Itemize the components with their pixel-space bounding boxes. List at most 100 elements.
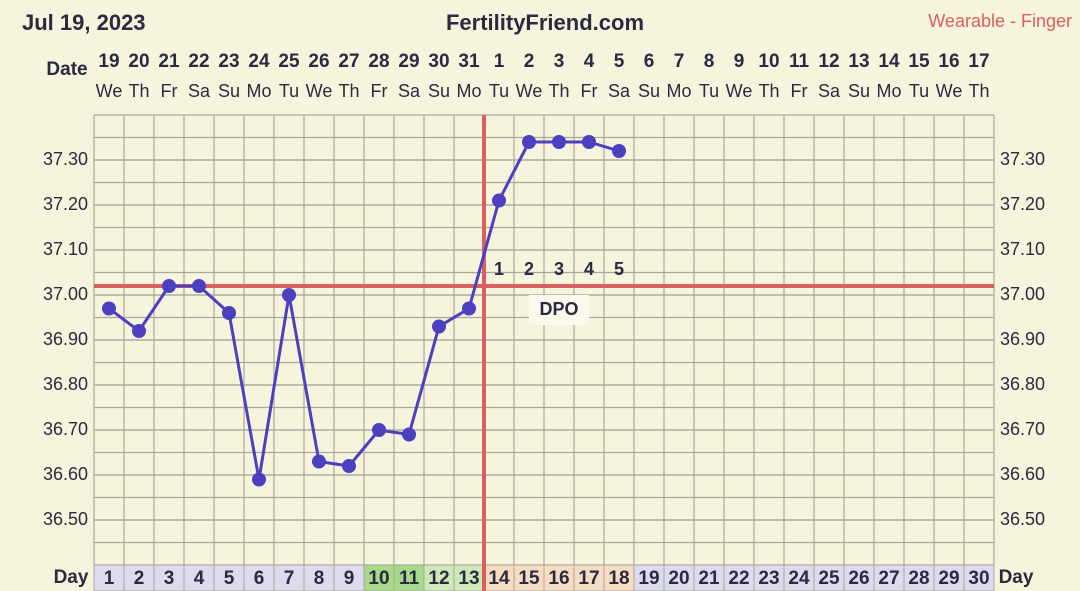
site-title: FertilityFriend.com: [446, 10, 644, 35]
weekday-label: Th: [548, 81, 569, 101]
day-cell: [933, 564, 965, 591]
dpo-number: 1: [494, 259, 504, 279]
dpo-label: DPO: [539, 299, 578, 319]
y2-tick-label: 37.00: [1000, 284, 1045, 304]
y-tick-label: 36.50: [43, 509, 88, 529]
weekday-label: We: [936, 81, 963, 101]
date-label: 10: [758, 51, 779, 72]
x-tick-label: 8: [314, 568, 325, 589]
date-label: 28: [368, 51, 389, 72]
day-cell: [693, 564, 725, 591]
date-label: 20: [128, 51, 149, 72]
day-cell: [333, 564, 365, 591]
x-tick-label: 5: [224, 568, 235, 589]
weekday-label: We: [516, 81, 543, 101]
day-row-label: Day: [999, 567, 1034, 588]
y2-tick-label: 36.90: [1000, 329, 1045, 349]
day-cell: [633, 564, 665, 591]
x-tick-label: 27: [878, 568, 899, 589]
x-tick-label: 11: [399, 568, 420, 589]
temperature-point: [312, 454, 326, 469]
x-tick-label: 23: [758, 568, 779, 589]
date-label: 27: [338, 51, 359, 72]
weekday-label: Su: [638, 81, 660, 101]
weekday-label: We: [306, 81, 333, 101]
weekday-label: Th: [968, 81, 989, 101]
y-tick-label: 36.60: [43, 464, 88, 484]
date-label: 23: [218, 51, 239, 72]
y-tick-label: 37.20: [43, 194, 88, 214]
temperature-point: [612, 144, 626, 158]
day-cell: [843, 564, 875, 591]
weekday-label: Fr: [371, 81, 388, 101]
weekday-label: Tu: [699, 81, 719, 101]
date-label: 15: [908, 51, 930, 72]
y2-tick-label: 36.70: [1000, 419, 1045, 439]
day-cell: [753, 564, 785, 591]
x-tick-label: 1: [104, 568, 115, 589]
x-tick-label: 15: [518, 568, 540, 589]
day-cell: [183, 564, 215, 591]
x-tick-label: 2: [134, 568, 145, 589]
temperature-point: [342, 459, 356, 473]
temperature-point: [552, 135, 566, 149]
date-label: 31: [458, 51, 480, 72]
weekday-label: Fr: [791, 81, 808, 101]
date-label: 17: [968, 51, 989, 72]
weekday-label: Mo: [876, 81, 901, 101]
temperature-point: [192, 279, 206, 293]
date-label: 25: [278, 51, 300, 72]
temperature-point: [462, 301, 476, 316]
weekday-label: Sa: [398, 81, 421, 101]
date-row-label: Date: [46, 59, 87, 80]
weekday-label: We: [726, 81, 753, 101]
y2-tick-label: 36.50: [1000, 509, 1045, 529]
date-label: 13: [848, 51, 869, 72]
day-cell: [813, 564, 845, 591]
day-cell: [963, 564, 995, 591]
y-tick-label: 36.90: [43, 329, 88, 349]
date-label: 7: [674, 51, 685, 72]
y2-tick-label: 36.60: [1000, 464, 1045, 484]
dpo-number: 3: [554, 259, 564, 279]
date-label: 2: [524, 51, 535, 72]
x-tick-label: 20: [668, 568, 689, 589]
y2-tick-label: 37.10: [1000, 239, 1045, 259]
x-tick-label: 28: [908, 568, 929, 589]
date-label: 30: [428, 51, 449, 72]
day-cell: [93, 564, 125, 591]
date-label: 1: [494, 51, 505, 72]
day-cell: [363, 564, 395, 591]
x-tick-label: 10: [368, 568, 389, 589]
y2-tick-label: 36.80: [1000, 374, 1045, 394]
y-tick-label: 37.00: [43, 284, 88, 304]
y-tick-label: 37.30: [43, 149, 88, 169]
temperature-point: [402, 427, 416, 442]
dpo-number: 5: [614, 259, 624, 279]
temperature-point: [162, 279, 176, 293]
temperature-point: [252, 472, 266, 487]
temperature-point: [432, 319, 446, 334]
weekday-label: We: [96, 81, 123, 101]
temperature-point: [222, 306, 236, 320]
x-tick-label: 19: [638, 568, 659, 589]
date-label: 5: [614, 51, 625, 72]
x-tick-label: 14: [488, 568, 510, 589]
weekday-label: Su: [848, 81, 870, 101]
date-label: 24: [248, 51, 270, 72]
day-cell: [123, 564, 155, 591]
day-cell: [273, 564, 305, 591]
x-tick-label: 30: [968, 568, 989, 589]
x-tick-label: 26: [848, 568, 869, 589]
temperature-point: [372, 423, 386, 437]
weekday-label: Fr: [161, 81, 178, 101]
x-tick-label: 12: [428, 568, 449, 589]
date-label: 22: [188, 51, 209, 72]
y-tick-label: 37.10: [43, 239, 88, 259]
dpo-number: 2: [524, 259, 534, 279]
x-tick-label: 13: [458, 568, 479, 589]
x-tick-label: 25: [818, 568, 840, 589]
weekday-label: Sa: [188, 81, 211, 101]
